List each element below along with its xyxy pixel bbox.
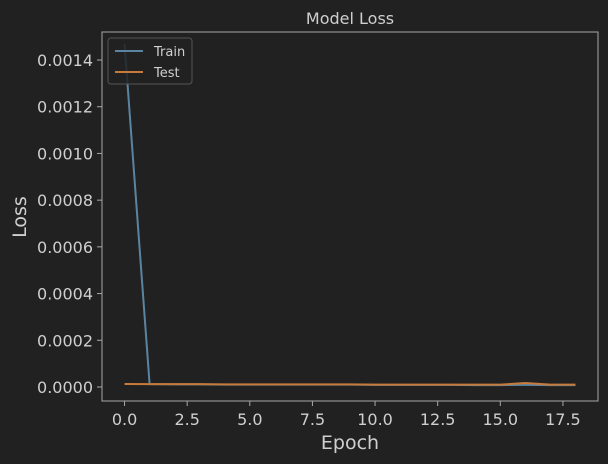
series-lines [123, 43, 576, 387]
x-tick-label: 12.5 [420, 410, 456, 429]
y-tick-label: 0.0006 [37, 238, 93, 257]
y-tick-label: 0.0014 [37, 51, 93, 70]
chart-title: Model Loss [306, 9, 394, 28]
y-tick-label: 0.0012 [37, 98, 93, 117]
x-tick-label: 2.5 [174, 410, 199, 429]
y-tick-label: 0.0002 [37, 331, 93, 350]
x-tick-label: 15.0 [482, 410, 518, 429]
x-tick-label: 5.0 [237, 410, 262, 429]
x-axis-title: Epoch [321, 432, 379, 454]
y-axis-title: Loss [9, 196, 31, 238]
legend-label-train: Train [153, 45, 185, 60]
x-tick-label: 17.5 [545, 410, 581, 429]
x-tick-label: 7.5 [300, 410, 325, 429]
plot-area [101, 31, 599, 402]
x-tick-label: 10.0 [357, 410, 393, 429]
y-tick-label: 0.0008 [37, 191, 93, 210]
legend: Train Test [107, 37, 193, 85]
x-tick-label: 0.0 [112, 410, 137, 429]
y-tick-label: 0.0004 [37, 285, 93, 304]
axis-ticks: 0.0 2.5 5.0 7.5 10.0 12.5 15.0 17.5 0.0000 0.0002… [37, 51, 581, 429]
y-tick-label: 0.0000 [37, 378, 93, 397]
y-tick-label: 0.0010 [37, 144, 93, 163]
test-series-line [124, 382, 576, 386]
legend-label-test: Test [153, 66, 180, 81]
